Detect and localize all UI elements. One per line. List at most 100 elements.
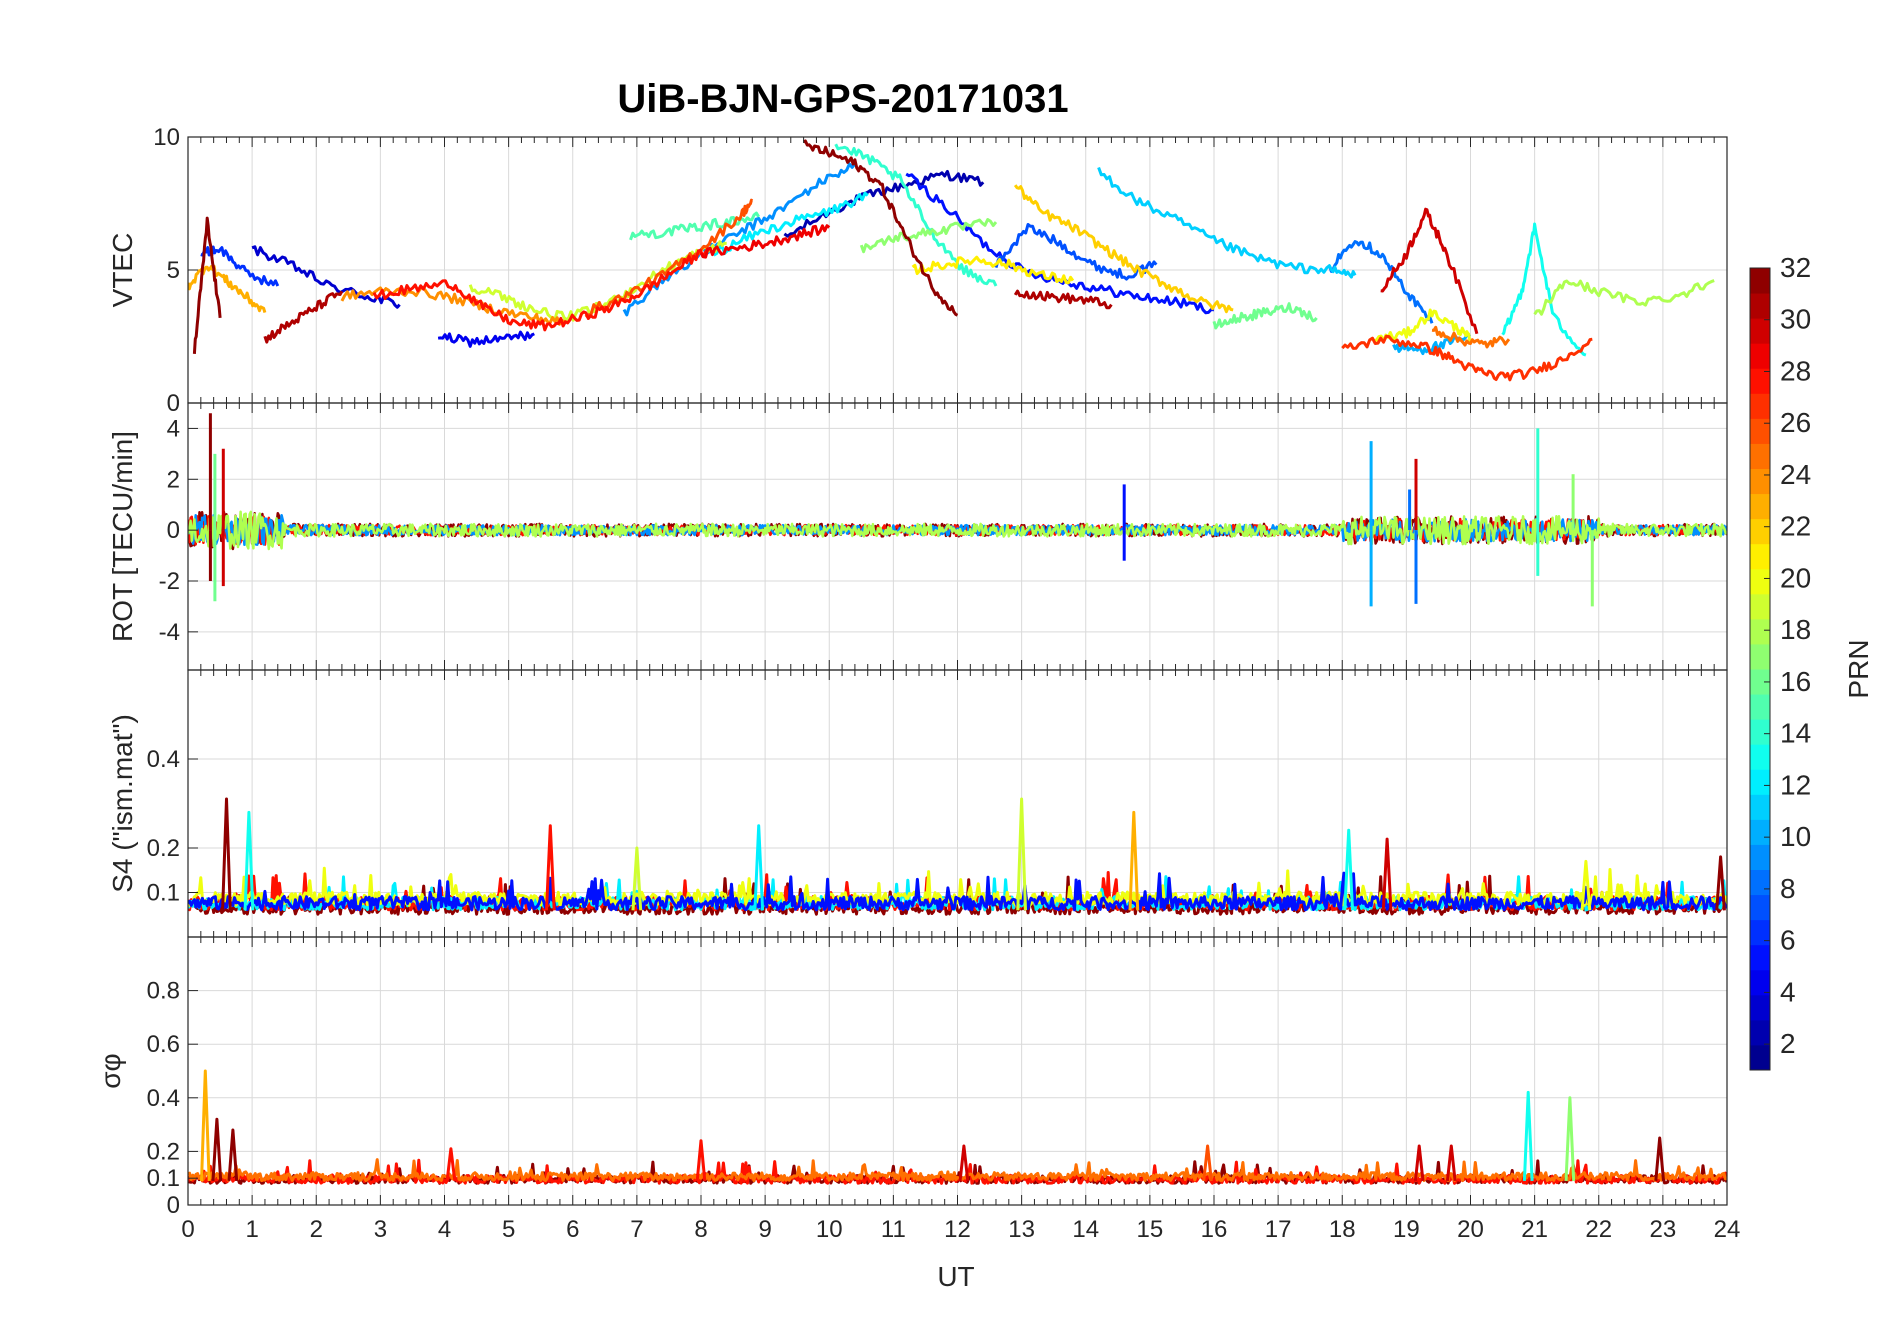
x-tick-label: 0 <box>181 1216 194 1243</box>
colorbar-segment <box>1750 268 1770 294</box>
colorbar-segment <box>1750 343 1770 369</box>
x-tick-label: 8 <box>694 1216 707 1243</box>
x-tick-label: 19 <box>1393 1216 1420 1243</box>
colorbar-tick-label: 14 <box>1780 718 1811 749</box>
vtec-line-prn-21 <box>911 255 1075 285</box>
colorbar-tick-label: 8 <box>1780 873 1796 904</box>
vtec-line-prn-26 <box>584 198 754 319</box>
sigma-spike-prn-30 <box>1413 1144 1425 1182</box>
colorbar-segment <box>1750 543 1770 570</box>
colorbar-tick-label: 16 <box>1780 666 1811 697</box>
colorbar-segment <box>1750 493 1770 520</box>
colorbar-tick-label: 10 <box>1780 821 1811 852</box>
colorbar-segment <box>1750 418 1770 444</box>
colorbar-tick-label: 18 <box>1780 614 1811 645</box>
s4-spike-prn-28 <box>545 824 556 911</box>
x-tick-label: 10 <box>816 1216 843 1243</box>
rot-line-prn-18 <box>188 510 1727 551</box>
series-group <box>188 797 1727 916</box>
colorbar-segment <box>1750 618 1770 645</box>
x-tick-label: 24 <box>1714 1216 1741 1243</box>
colorbar-segment <box>1750 318 1770 344</box>
vtec-line-prn-27 <box>1341 334 1593 382</box>
colorbar-tick-label: 24 <box>1780 459 1811 490</box>
y-tick-label: 10 <box>153 124 180 151</box>
colorbar-segment <box>1750 643 1770 670</box>
colorbar-tick-label: 28 <box>1780 355 1811 386</box>
s4-spike-prn-20 <box>1580 859 1592 911</box>
x-tick-label: 17 <box>1265 1216 1292 1243</box>
colorbar-segment <box>1750 894 1770 921</box>
colorbar-segment <box>1750 568 1770 595</box>
colorbar-tick-label: 6 <box>1780 925 1796 956</box>
colorbar-tick-label: 30 <box>1780 304 1811 335</box>
vtec-line-prn-16 <box>1212 302 1318 330</box>
y-tick-label: 0.2 <box>147 1138 180 1165</box>
s4-spike-prn-32 <box>221 797 232 911</box>
vtec-line-prn-9 <box>622 162 857 317</box>
s4-spike-prn-12 <box>753 824 765 911</box>
colorbar-segment <box>1750 593 1770 620</box>
vtec-line-prn-30 <box>1380 207 1479 335</box>
vtec-line-prn-22 <box>1013 184 1234 314</box>
x-tick-label: 7 <box>630 1216 643 1243</box>
vtec-line-prn-32 <box>802 139 959 317</box>
s4-line-prn-5 <box>188 871 1727 912</box>
s4-spike-prn-19 <box>631 846 643 911</box>
sigma-spike-prn-32 <box>211 1117 223 1181</box>
colorbar-tick-label: 12 <box>1780 769 1811 800</box>
colorbar-tick-label: 26 <box>1780 407 1811 438</box>
vtec-line-prn-25 <box>1431 325 1511 349</box>
vtec-line-prn-12 <box>713 191 869 257</box>
colorbar-segment <box>1750 393 1770 419</box>
vtec-line-prn-31 <box>263 290 344 344</box>
x-tick-label: 14 <box>1072 1216 1099 1243</box>
tick-marks <box>187 136 1728 404</box>
vtec-line-prn-17 <box>859 218 998 254</box>
vtec-line-prn-14 <box>834 143 998 287</box>
x-tick-label: 12 <box>944 1216 971 1243</box>
x-tick-label: 13 <box>1008 1216 1035 1243</box>
colorbar-segment <box>1750 368 1770 394</box>
colorbar-tick-label: 2 <box>1780 1028 1796 1059</box>
y-tick-label: 0.4 <box>147 746 180 773</box>
x-tick-label: 15 <box>1137 1216 1164 1243</box>
colorbar-segment <box>1750 443 1770 469</box>
colorbar-segment <box>1750 869 1770 896</box>
panel-sigma-phi: 00.10.2 0.4 0.6 0.8 σφ <box>95 936 1728 1219</box>
colorbar-segment <box>1750 719 1770 745</box>
x-tick-label: 23 <box>1650 1216 1677 1243</box>
y-tick-label: 0.2 <box>147 835 180 862</box>
vtec-line-prn-29 <box>699 224 831 259</box>
sigma-spike-prn-32 <box>227 1128 239 1182</box>
y-tick-label: 0 <box>167 1192 180 1219</box>
y-tick-label: 2 <box>167 466 180 493</box>
y-tick-label: 0.1 <box>147 1165 180 1192</box>
x-tick-label: 4 <box>438 1216 451 1243</box>
vtec-line-prn-28 <box>372 247 709 332</box>
colorbar-segment <box>1750 293 1770 319</box>
x-tick-label: 20 <box>1457 1216 1484 1243</box>
series-group <box>188 1069 1727 1185</box>
vtec-line-prn-24 <box>340 285 568 326</box>
x-tick-label: 22 <box>1585 1216 1612 1243</box>
panel-s4: 0.1 0.2 0.4 S4 ("ism.mat") <box>107 669 1728 938</box>
colorbar-segment <box>1750 969 1770 996</box>
sigma-spike-prn-26 <box>1202 1144 1213 1182</box>
colorbar-label: PRN <box>1843 639 1874 698</box>
x-tick-label: 6 <box>566 1216 579 1243</box>
x-tick-label: 9 <box>758 1216 771 1243</box>
vtec-line-prn-13 <box>1501 222 1587 357</box>
colorbar-segment <box>1750 468 1770 495</box>
chart-title: UiB-BJN-GPS-20171031 <box>617 77 1068 121</box>
sigma-spike-prn-23 <box>200 1069 211 1181</box>
x-tick-label: 2 <box>310 1216 323 1243</box>
y-tick-label: 0.1 <box>147 880 180 907</box>
vtec-line-prn-20 <box>1373 308 1472 343</box>
s4-spike-prn-13 <box>1343 828 1354 911</box>
colorbar-segment <box>1750 994 1770 1021</box>
y-axis-label: S4 ("ism.mat") <box>107 714 138 893</box>
vtec-line-prn-31 <box>1013 289 1113 310</box>
